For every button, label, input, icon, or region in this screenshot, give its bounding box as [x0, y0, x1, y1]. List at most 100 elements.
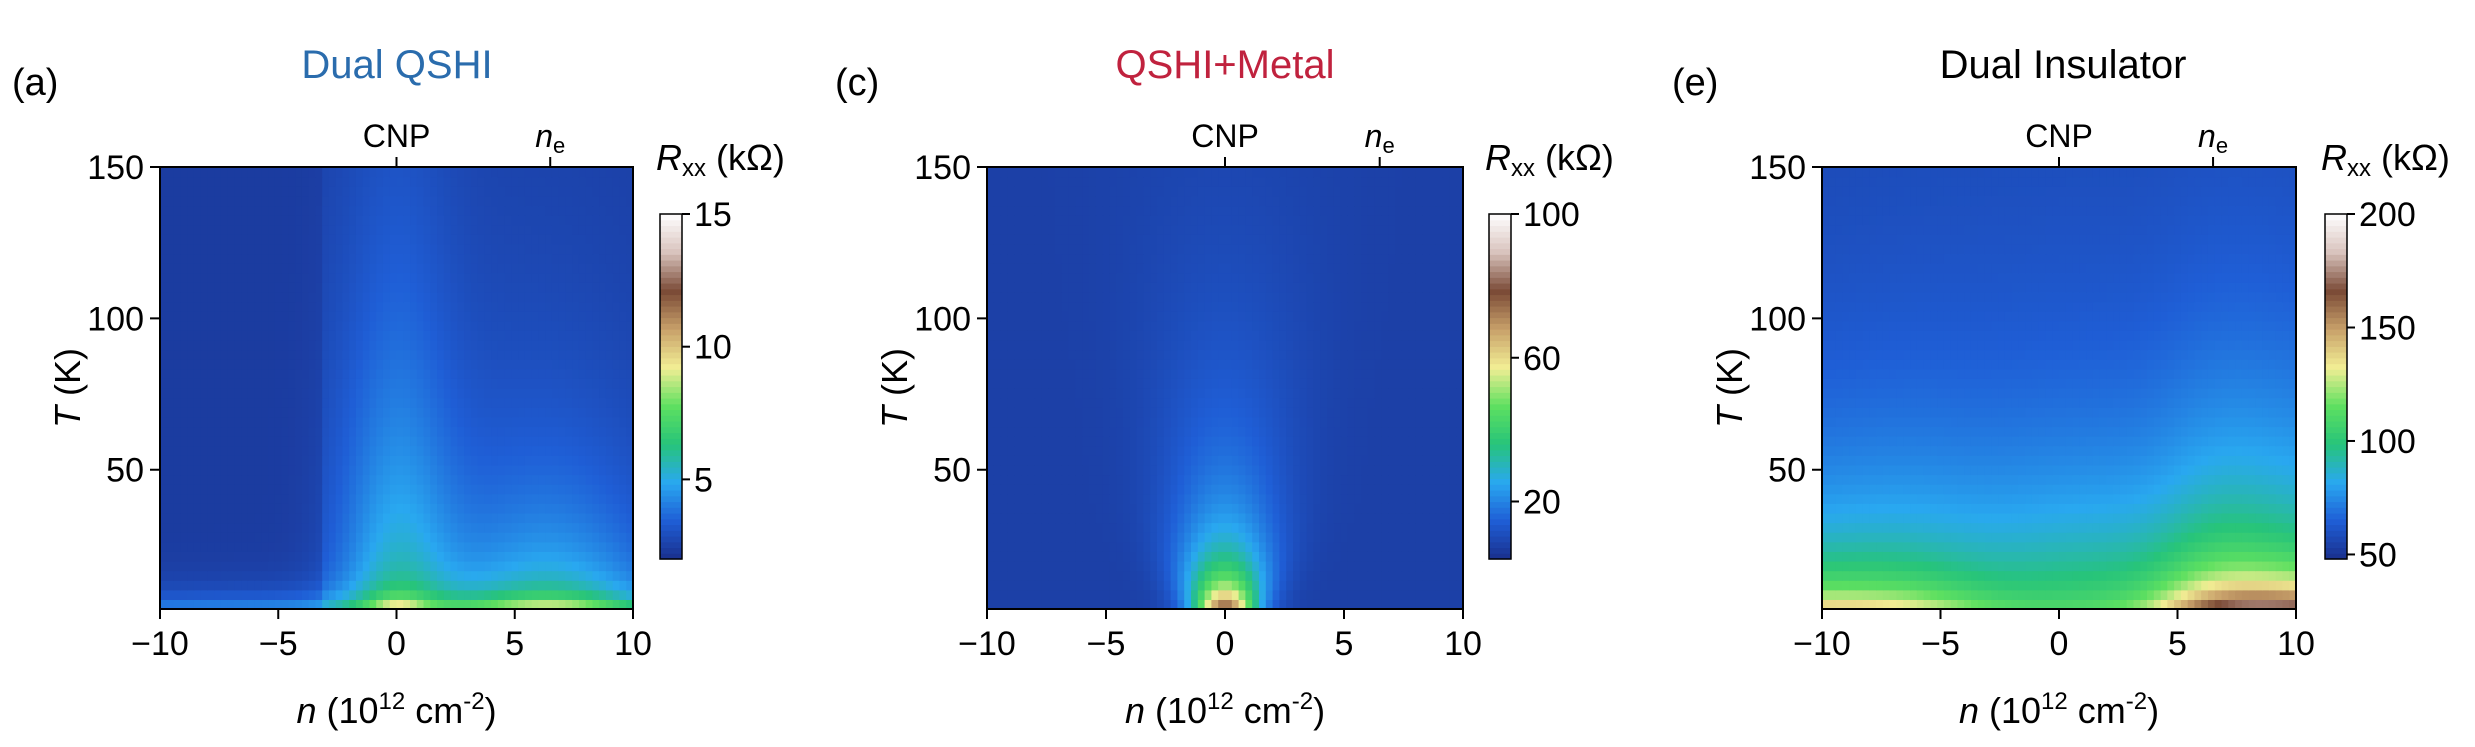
heatmap-cell [1415, 542, 1422, 552]
heatmap-cell [160, 455, 167, 465]
heatmap-cell [498, 311, 505, 321]
heatmap-cell [356, 513, 363, 523]
heatmap-cell [451, 388, 458, 398]
heatmap-cell [1218, 494, 1225, 504]
heatmap-cell [1205, 426, 1212, 436]
colorbar-cell [660, 341, 682, 347]
heatmap-cell [1307, 484, 1314, 494]
heatmap-cell [1157, 542, 1164, 552]
heatmap-cell [174, 359, 181, 369]
heatmap-cell [282, 571, 289, 581]
heatmap-cell [336, 523, 343, 533]
heatmap-cell [275, 369, 282, 379]
heatmap-cell [1245, 436, 1252, 446]
heatmap-cell [1395, 561, 1402, 571]
heatmap-cell [369, 321, 376, 331]
heatmap-cell [424, 378, 431, 388]
heatmap-cell [1096, 378, 1103, 388]
heatmap-cell [1245, 446, 1252, 456]
heatmap-cell [160, 474, 167, 484]
heatmap-cell [491, 167, 498, 177]
heatmap-cell [261, 417, 268, 427]
heatmap-cell [221, 340, 228, 350]
heatmap-cell [1137, 426, 1144, 436]
heatmap-cell [1232, 503, 1239, 513]
heatmap-cell [363, 513, 370, 523]
heatmap-cell [397, 359, 404, 369]
heatmap-cell [417, 398, 424, 408]
heatmap-cell [525, 302, 532, 312]
heatmap-cell [1239, 532, 1246, 542]
heatmap-cell [403, 388, 410, 398]
heatmap-cell [275, 532, 282, 542]
heatmap-cell [1361, 436, 1368, 446]
heatmap-cell [336, 378, 343, 388]
heatmap-cell [349, 503, 356, 513]
heatmap-cell [1123, 571, 1130, 581]
heatmap-cell [275, 465, 282, 475]
colorbar-cell [660, 323, 682, 329]
heatmap-cell [241, 196, 248, 206]
heatmap-cell [498, 580, 505, 590]
heatmap-cell [241, 253, 248, 263]
heatmap-cell [545, 292, 552, 302]
heatmap-cell [545, 234, 552, 244]
heatmap-cell [1361, 561, 1368, 571]
heatmap-cell [430, 311, 437, 321]
heatmap-cell [1293, 580, 1300, 590]
heatmap-cell [498, 253, 505, 263]
heatmap-cell [1429, 436, 1436, 446]
heatmap-cell [322, 177, 329, 187]
heatmap-cell [180, 359, 187, 369]
heatmap-cell [1245, 571, 1252, 581]
heatmap-cell [356, 186, 363, 196]
heatmap-cell [484, 302, 491, 312]
heatmap-cell [559, 234, 566, 244]
heatmap-cell [484, 532, 491, 542]
heatmap-cell [207, 417, 214, 427]
heatmap-cell [1395, 494, 1402, 504]
heatmap-cell [1436, 571, 1443, 581]
heatmap-cell [505, 378, 512, 388]
heatmap-cell [545, 388, 552, 398]
heatmap-cell [559, 532, 566, 542]
heatmap-cell [1177, 426, 1184, 436]
heatmap-cell [221, 571, 228, 581]
heatmap-cell [430, 263, 437, 273]
heatmap-cell [356, 417, 363, 427]
heatmap-cell [275, 244, 282, 254]
heatmap-cell [295, 186, 302, 196]
heatmap-cell [491, 417, 498, 427]
heatmap-cell [586, 571, 593, 581]
heatmap-cell [994, 407, 1001, 417]
heatmap-cell [592, 426, 599, 436]
heatmap-cell [1028, 503, 1035, 513]
heatmap-cell [613, 523, 620, 533]
heatmap-cell [464, 532, 471, 542]
heatmap-cell [221, 167, 228, 177]
heatmap-cell [167, 369, 174, 379]
heatmap-cell [1177, 571, 1184, 581]
heatmap-cell [444, 350, 451, 360]
heatmap-cell [174, 282, 181, 292]
heatmap-cell [1069, 465, 1076, 475]
heatmap-cell [1293, 513, 1300, 523]
heatmap-cell [336, 407, 343, 417]
heatmap-cell [1021, 455, 1028, 465]
heatmap-cell [1307, 551, 1314, 561]
heatmap-cell [1259, 378, 1266, 388]
heatmap-cell [1089, 398, 1096, 408]
heatmap-cell [261, 215, 268, 225]
heatmap-cell [315, 215, 322, 225]
heatmap-cell [1143, 398, 1150, 408]
heatmap-cell [1082, 446, 1089, 456]
heatmap-cell [498, 302, 505, 312]
heatmap-cell [288, 244, 295, 254]
heatmap-cell [451, 340, 458, 350]
heatmap-cell [545, 523, 552, 533]
heatmap-cell [214, 167, 221, 177]
heatmap-cell [356, 436, 363, 446]
heatmap-cell [424, 407, 431, 417]
heatmap-cell [336, 282, 343, 292]
heatmap-cell [329, 590, 336, 600]
